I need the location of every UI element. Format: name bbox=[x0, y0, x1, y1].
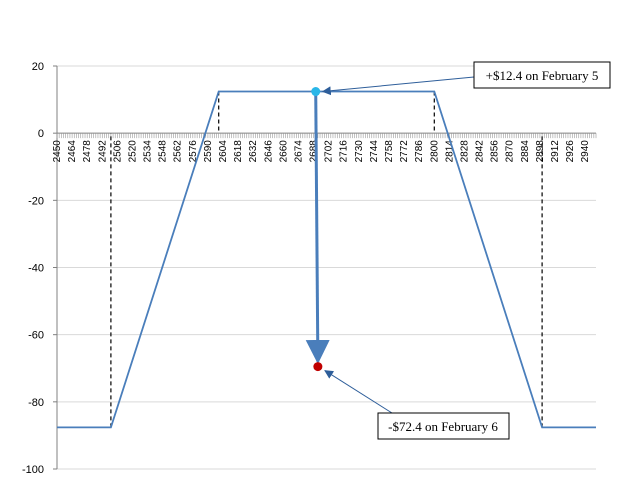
x-tick-label-5: 2520 bbox=[127, 140, 138, 163]
x-tick-label-10: 2590 bbox=[203, 140, 214, 163]
x-tick-label-32: 2898 bbox=[535, 140, 546, 163]
move-arrow bbox=[305, 91, 330, 364]
x-tick-label-3: 2492 bbox=[97, 140, 108, 163]
callout-top-arrow bbox=[321, 76, 475, 96]
callout-bottom-text: -$72.4 on February 6 bbox=[388, 419, 498, 434]
x-tick-label-20: 2730 bbox=[354, 140, 365, 163]
x-axis: 2450 2464 2478 2492 2506 2520 2534 2548 2562 2576… bbox=[52, 132, 597, 163]
x-tick-label-19: 2716 bbox=[339, 140, 350, 163]
x-tick-label-8: 2562 bbox=[173, 140, 184, 163]
point-marks bbox=[311, 76, 475, 414]
x-tick-label-21: 2744 bbox=[369, 140, 380, 163]
x-tick-label-12: 2618 bbox=[233, 140, 244, 163]
x-tick-label-26: 2814 bbox=[444, 140, 455, 163]
x-tick-label-29: 2856 bbox=[490, 140, 501, 163]
callout-top-text: +$12.4 on February 5 bbox=[486, 68, 599, 83]
x-tick-label-34: 2926 bbox=[565, 140, 576, 163]
x-tick-label-18: 2702 bbox=[324, 140, 335, 163]
x-tick-label-2: 2478 bbox=[82, 140, 93, 163]
y-tick-label-5: -80 bbox=[28, 397, 44, 409]
callout-bottom: -$72.4 on February 6 bbox=[377, 412, 510, 440]
x-tick-label-23: 2772 bbox=[399, 140, 410, 163]
x-tick-label-14: 2646 bbox=[263, 140, 274, 163]
x-tick-label-33: 2912 bbox=[550, 140, 561, 163]
x-tick-label-25: 2800 bbox=[429, 140, 440, 163]
x-tick-label-28: 2842 bbox=[475, 140, 486, 163]
x-tick-label-6: 2534 bbox=[143, 140, 154, 163]
x-tick-label-24: 2786 bbox=[414, 140, 425, 163]
x-tick-label-1: 2464 bbox=[67, 140, 78, 163]
y-tick-label-3: -40 bbox=[28, 263, 44, 275]
x-tick-label-13: 2632 bbox=[248, 140, 259, 163]
x-tick-label-22: 2758 bbox=[384, 140, 395, 163]
callout-bottom-box bbox=[377, 412, 510, 440]
callout-bottom-arrow bbox=[324, 370, 393, 414]
y-tick-label-2: -20 bbox=[28, 195, 44, 207]
x-tick-label-17: 2688 bbox=[309, 140, 320, 163]
x-tick-label-15: 2660 bbox=[278, 140, 289, 163]
x-tick-label-31: 2884 bbox=[520, 140, 531, 163]
y-tick-label-0: 20 bbox=[32, 61, 44, 73]
x-tick-label-11: 2604 bbox=[218, 140, 229, 163]
callout-top: +$12.4 on February 5 bbox=[473, 61, 611, 89]
x-tick-label-27: 2828 bbox=[459, 140, 470, 163]
x-tick-label-4: 2506 bbox=[112, 140, 123, 163]
point-1 bbox=[313, 362, 323, 372]
y-axis: 20 0 -20 -40 -60 -80 -100 bbox=[22, 61, 58, 476]
x-tick-label-30: 2870 bbox=[505, 140, 516, 163]
gridlines bbox=[57, 65, 596, 470]
x-tick-label-9: 2576 bbox=[188, 140, 199, 163]
callout-top-box bbox=[473, 61, 611, 89]
strike-lines bbox=[110, 91, 543, 428]
point-0 bbox=[311, 87, 321, 97]
y-tick-label-1: 0 bbox=[38, 128, 44, 140]
y-tick-label-4: -60 bbox=[28, 330, 44, 342]
x-tick-label-0: 2450 bbox=[52, 140, 63, 163]
y-tick-label-6: -100 bbox=[22, 464, 44, 476]
x-tick-label-7: 2548 bbox=[158, 140, 169, 163]
x-tick-label-35: 2940 bbox=[580, 140, 591, 163]
x-tick-label-16: 2674 bbox=[293, 140, 304, 163]
